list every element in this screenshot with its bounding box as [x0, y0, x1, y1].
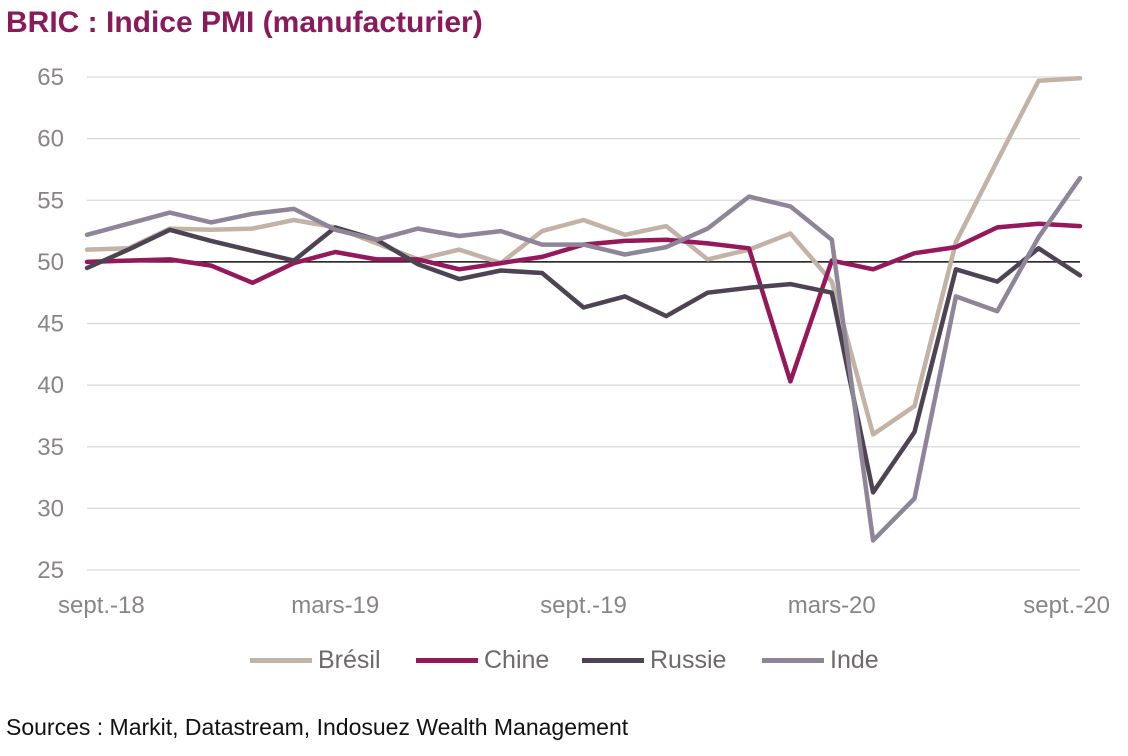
y-tick-label: 30	[37, 495, 64, 522]
x-axis-ticks: sept.-18 mars-19 sept.-19 mars-20 sept.-20	[58, 592, 1110, 619]
chart-title: BRIC : Indice PMI (manufacturier)	[6, 6, 483, 39]
x-tick-label: sept.-20	[1023, 592, 1110, 619]
x-tick-label: sept.-19	[540, 592, 627, 619]
legend-label: Inde	[830, 645, 879, 674]
legend: Brésil Chine Russie Inde	[0, 642, 1128, 678]
legend-swatch	[582, 657, 644, 663]
y-tick-label: 60	[37, 126, 64, 153]
legend-item: Brésil	[250, 642, 381, 678]
source-note: Sources : Markit, Datastream, Indosuez W…	[6, 714, 629, 740]
y-axis-ticks: 25 30 35 40 45 50 55 60 65	[37, 64, 64, 584]
legend-label: Chine	[484, 645, 550, 674]
legend-label: Brésil	[318, 645, 381, 674]
legend-label: Russie	[650, 645, 727, 674]
legend-item: Chine	[416, 642, 549, 678]
series-line-inde	[84, 175, 1083, 543]
y-tick-label: 35	[37, 434, 64, 461]
y-tick-label: 45	[37, 311, 64, 338]
y-tick-label: 55	[37, 187, 64, 214]
x-tick-label: mars-20	[788, 592, 876, 619]
legend-swatch	[416, 657, 478, 663]
series-line-brésil	[84, 75, 1083, 437]
y-tick-label: 50	[37, 249, 64, 276]
x-tick-label: sept.-18	[58, 592, 145, 619]
series-line-russie	[84, 225, 1083, 495]
legend-swatch	[762, 657, 824, 663]
legend-swatch	[250, 657, 312, 663]
y-tick-label: 40	[37, 372, 64, 399]
x-tick-label: mars-19	[291, 592, 379, 619]
series-lines	[84, 75, 1083, 543]
y-tick-label: 25	[37, 557, 64, 584]
y-tick-label: 65	[37, 64, 64, 91]
grid-lines	[87, 76, 1080, 571]
legend-item: Inde	[762, 642, 879, 678]
legend-item: Russie	[582, 642, 726, 678]
